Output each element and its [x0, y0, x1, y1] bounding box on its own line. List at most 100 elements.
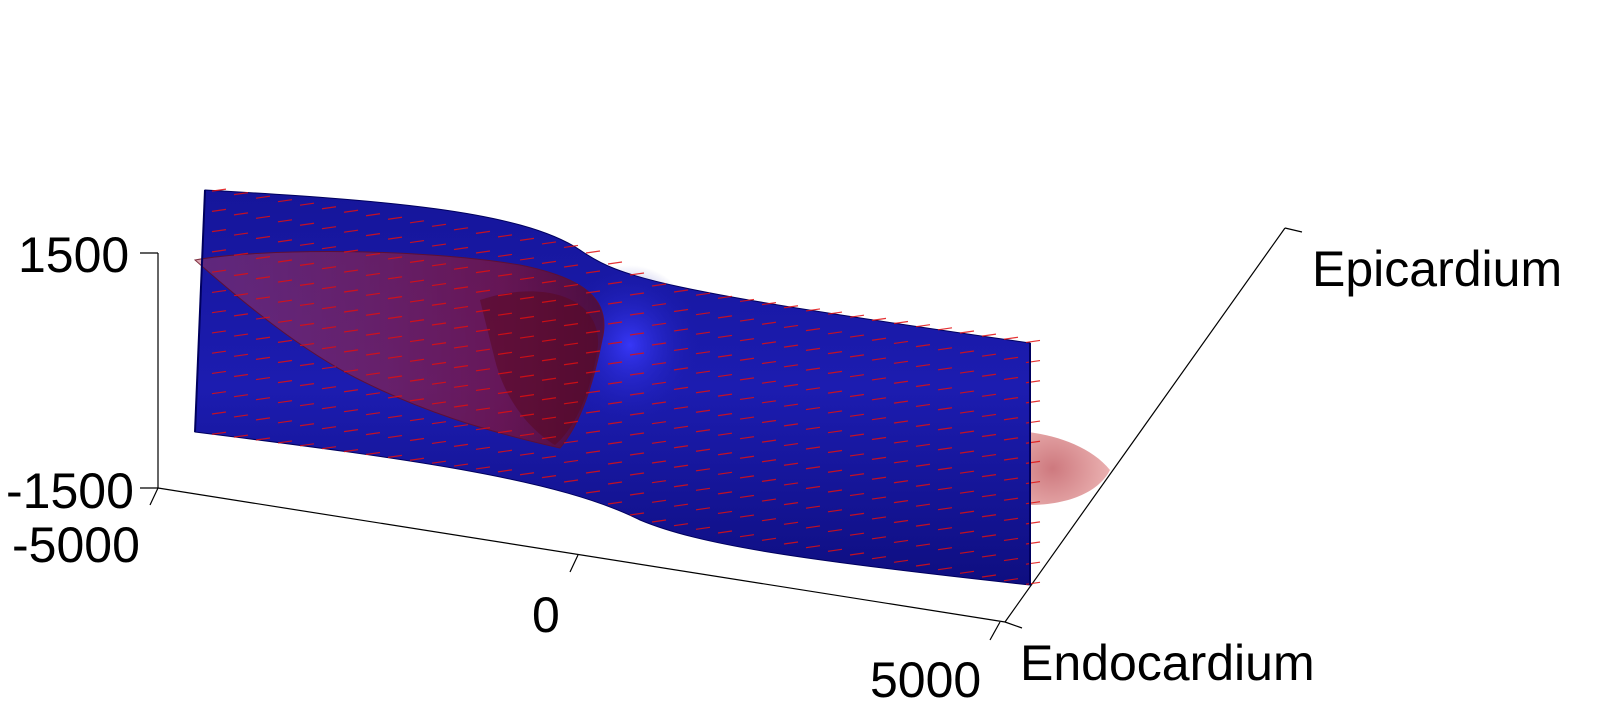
conduction-vector — [695, 370, 711, 374]
conduction-vector — [1025, 400, 1041, 404]
conduction-vector — [805, 466, 821, 470]
conduction-vector — [629, 312, 645, 316]
conduction-vector — [673, 503, 689, 507]
conduction-vector — [211, 229, 227, 233]
conduction-vector — [1025, 339, 1041, 344]
conduction-vector — [409, 378, 425, 382]
conduction-vector — [893, 460, 909, 464]
conduction-vector — [651, 303, 667, 307]
conduction-vector — [717, 295, 733, 299]
conduction-vector — [563, 479, 579, 483]
conduction-vector — [827, 449, 843, 454]
conduction-vector — [937, 487, 953, 491]
conduction-vector-field — [211, 188, 1041, 585]
conduction-vector — [563, 323, 579, 327]
conduction-vector — [387, 434, 403, 439]
conduction-vector — [211, 289, 227, 294]
conduction-vector — [805, 347, 821, 351]
conduction-vector — [475, 427, 491, 431]
conduction-vector — [805, 387, 821, 391]
conduction-vector — [717, 530, 733, 534]
conduction-vector — [959, 490, 975, 494]
conduction-vector — [629, 372, 645, 376]
conduction-vector — [695, 331, 711, 335]
conduction-vector — [981, 393, 997, 397]
conduction-vector — [585, 450, 601, 454]
conduction-vector — [343, 209, 359, 213]
conduction-vector — [849, 433, 865, 437]
depth-axis-line — [1004, 227, 1286, 623]
conduction-vector — [211, 431, 227, 435]
conduction-vector — [783, 423, 799, 427]
conduction-vector — [519, 257, 535, 261]
conduction-vector — [629, 352, 645, 356]
conduction-vector — [915, 403, 931, 408]
conduction-vector — [893, 420, 909, 424]
conduction-vector — [651, 421, 667, 425]
conduction-vector — [695, 312, 711, 316]
conduction-vector — [321, 266, 337, 270]
conduction-vector — [211, 208, 227, 212]
conduction-vector — [805, 505, 821, 509]
conduction-vector — [629, 392, 645, 396]
conduction-vector — [871, 317, 887, 321]
conduction-vector — [255, 296, 271, 300]
conduction-vector — [739, 514, 755, 518]
conduction-vector — [453, 384, 469, 388]
conduction-vector — [453, 345, 469, 349]
conduction-vector — [673, 328, 689, 332]
conduction-vector — [695, 390, 711, 394]
conduction-vector — [255, 235, 271, 240]
conduction-vector — [365, 412, 381, 416]
conduction-vector — [563, 362, 579, 366]
conduction-vector — [739, 357, 755, 361]
conduction-vector — [409, 259, 425, 263]
conduction-vector — [607, 421, 623, 425]
conduction-vector — [937, 407, 953, 411]
conduction-vector — [651, 440, 667, 444]
conduction-vector — [981, 333, 997, 337]
conduction-vector — [893, 340, 909, 345]
conduction-vector — [541, 338, 557, 342]
conduction-vector — [805, 446, 821, 450]
conduction-vector — [497, 430, 513, 434]
conduction-vector — [299, 262, 315, 266]
conduction-vector — [255, 316, 271, 320]
conduction-vector — [981, 554, 997, 558]
z-tick-label-top: 1500 — [18, 227, 130, 283]
conduction-vector — [233, 353, 249, 357]
conduction-vector — [739, 396, 755, 401]
conduction-vector — [849, 334, 865, 338]
conduction-vector — [717, 510, 733, 515]
conduction-vector — [607, 401, 623, 405]
conduction-vector — [255, 376, 271, 381]
conduction-vector — [541, 260, 557, 264]
conduction-vector — [1003, 477, 1019, 481]
conduction-vector — [607, 441, 623, 445]
conduction-vector — [541, 299, 557, 303]
conduction-vector — [761, 459, 777, 463]
conduction-vector — [343, 249, 359, 253]
conduction-vector — [959, 470, 975, 474]
conduction-vector — [827, 331, 843, 335]
conduction-vector — [915, 563, 931, 567]
conduction-vector — [651, 499, 667, 503]
conduction-vector — [211, 269, 227, 273]
conduction-vector — [497, 351, 513, 355]
conduction-vector — [563, 459, 579, 464]
conduction-vector — [563, 303, 579, 307]
conduction-vector — [409, 319, 425, 323]
conduction-vector — [783, 521, 799, 525]
conduction-vector — [409, 279, 425, 283]
conduction-vector — [717, 452, 733, 456]
conduction-vector — [1025, 581, 1041, 585]
conduction-vector — [783, 462, 799, 466]
conduction-vector — [343, 349, 359, 353]
conduction-vector — [387, 335, 403, 339]
conduction-vector — [717, 432, 733, 436]
conduction-vector — [409, 338, 425, 343]
conduction-vector — [321, 426, 337, 430]
conduction-vector — [717, 471, 733, 475]
conduction-vector — [871, 417, 887, 421]
conduction-vector — [1025, 440, 1041, 444]
